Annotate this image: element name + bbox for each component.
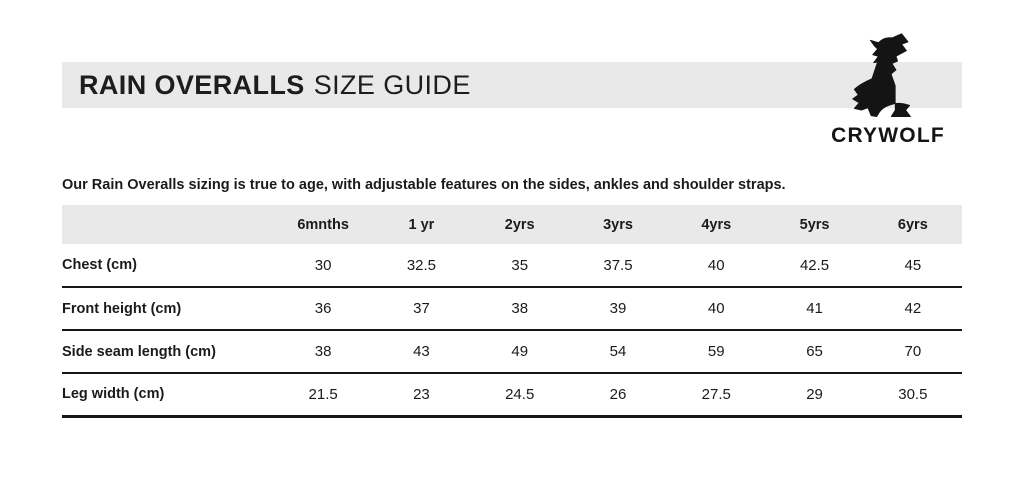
size-cell: 23 xyxy=(413,385,430,403)
size-cell: 70 xyxy=(904,343,922,360)
size-cell: 39 xyxy=(609,300,627,317)
size-cell: 43 xyxy=(413,343,430,360)
howling-wolf-icon xyxy=(852,33,911,117)
size-cell: 42.5 xyxy=(799,256,830,274)
size-cell: 30 xyxy=(314,256,332,274)
size-guide-table: 6mnths 1 yr 2yrs 3yrs 4yrs 5yrs 6yrs Che… xyxy=(62,205,962,418)
size-cell: 59 xyxy=(707,343,725,360)
size-cell: 38 xyxy=(314,343,332,360)
page-title: RAIN OVERALLS SIZE GUIDE xyxy=(79,70,471,101)
intro-text: Our Rain Overalls sizing is true to age,… xyxy=(62,177,786,193)
brand-name: CRYWOLF xyxy=(831,124,945,147)
column-header-6mnths: 6mnths xyxy=(297,216,349,233)
table-row-leg-width: Leg width (cm) 21.5 23 24.5 26 27.5 29 3… xyxy=(62,373,962,416)
size-cell: 40 xyxy=(707,256,725,274)
size-cell: 24.5 xyxy=(505,385,535,403)
column-header-empty xyxy=(62,205,274,244)
size-cell: 40 xyxy=(707,300,725,317)
column-header-1yr: 1 yr xyxy=(408,216,435,233)
size-cell: 35 xyxy=(511,256,529,274)
size-cell: 37 xyxy=(413,300,430,317)
row-label-side-seam-length: Side seam length (cm) xyxy=(62,343,216,360)
column-header-6yrs: 6yrs xyxy=(897,216,928,233)
table-header-row: 6mnths 1 yr 2yrs 3yrs 4yrs 5yrs 6yrs xyxy=(62,205,962,244)
size-cell: 45 xyxy=(904,256,922,274)
brand-logo: CRYWOLF xyxy=(820,33,956,148)
page-title-secondary: SIZE GUIDE xyxy=(313,69,471,100)
size-cell: 36 xyxy=(314,300,332,317)
size-cell: 21.5 xyxy=(308,385,338,403)
size-cell: 41 xyxy=(806,300,823,317)
table-row-side-seam-length: Side seam length (cm) 38 43 49 54 59 65 … xyxy=(62,330,962,373)
column-header-2yrs: 2yrs xyxy=(504,216,535,233)
size-cell: 49 xyxy=(511,343,529,360)
row-label-leg-width: Leg width (cm) xyxy=(62,386,165,403)
size-cell: 42 xyxy=(904,300,922,317)
column-header-4yrs: 4yrs xyxy=(701,216,732,233)
column-header-3yrs: 3yrs xyxy=(603,216,633,233)
table-row-front-height: Front height (cm) 36 37 38 39 40 41 42 xyxy=(62,287,962,330)
size-cell: 32.5 xyxy=(406,256,437,274)
size-cell: 26 xyxy=(609,385,627,403)
title-bar: RAIN OVERALLS SIZE GUIDE xyxy=(62,62,962,108)
size-cell: 37.5 xyxy=(603,256,633,274)
table-row-chest: Chest (cm) 30 32.5 35 37.5 40 42.5 45 xyxy=(62,244,962,287)
page-title-primary: RAIN OVERALLS xyxy=(79,69,305,100)
size-cell: 29 xyxy=(806,385,823,403)
size-cell: 38 xyxy=(511,300,529,317)
size-cell: 30.5 xyxy=(898,385,928,403)
column-header-5yrs: 5yrs xyxy=(799,216,830,233)
size-cell: 54 xyxy=(609,343,627,360)
size-cell: 27.5 xyxy=(701,385,731,403)
size-cell: 65 xyxy=(806,343,823,360)
row-label-front-height: Front height (cm) xyxy=(62,300,182,317)
row-label-chest: Chest (cm) xyxy=(62,257,137,273)
